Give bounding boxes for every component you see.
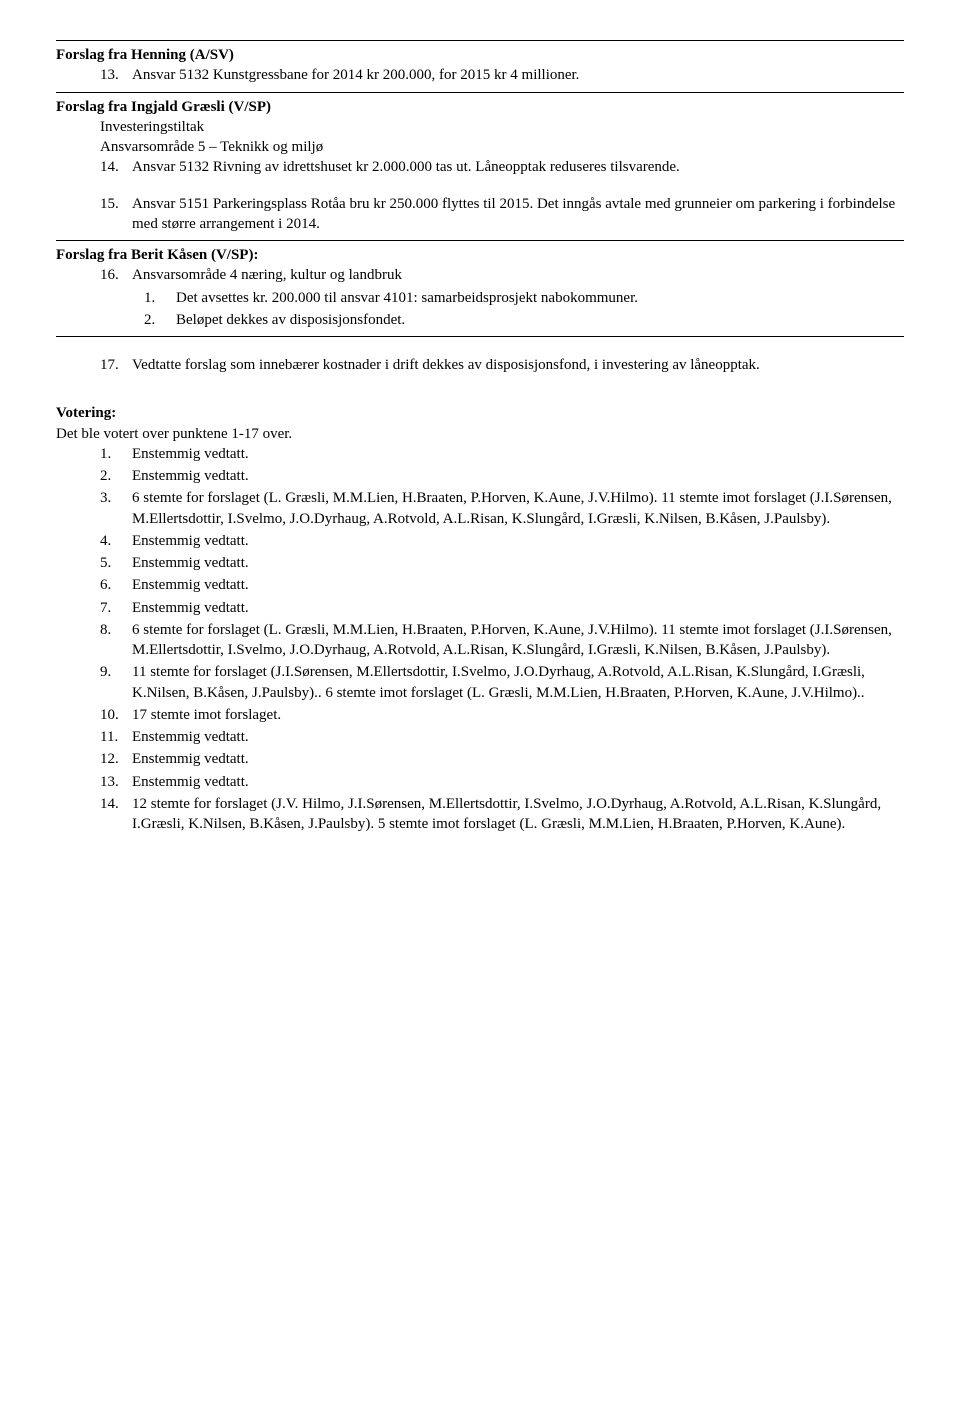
item-text: Enstemmig vedtatt. bbox=[132, 531, 904, 551]
item-marker: 3. bbox=[100, 488, 132, 529]
list-item: 4.Enstemmig vedtatt. bbox=[100, 531, 904, 551]
list-item: 6.Enstemmig vedtatt. bbox=[100, 575, 904, 595]
list-item: 13. Ansvar 5132 Kunstgressbane for 2014 … bbox=[100, 65, 904, 85]
list-item: 13.Enstemmig vedtatt. bbox=[100, 772, 904, 792]
proposal-title: Forslag fra Berit Kåsen (V/SP): bbox=[56, 245, 904, 265]
item-marker: 17. bbox=[100, 355, 132, 375]
divider bbox=[56, 336, 904, 337]
proposal-list: 14. Ansvar 5132 Rivning av idrettshuset … bbox=[100, 157, 904, 177]
item-marker: 5. bbox=[100, 553, 132, 573]
proposal-list: 17. Vedtatte forslag som innebærer kostn… bbox=[100, 355, 904, 375]
proposal-list: 13. Ansvar 5132 Kunstgressbane for 2014 … bbox=[100, 65, 904, 85]
list-item: 12.Enstemmig vedtatt. bbox=[100, 749, 904, 769]
list-item: 17. Vedtatte forslag som innebærer kostn… bbox=[100, 355, 904, 375]
list-item: 14. Ansvar 5132 Rivning av idrettshuset … bbox=[100, 157, 904, 177]
item-text: Enstemmig vedtatt. bbox=[132, 466, 904, 486]
item-text: 12 stemte for forslaget (J.V. Hilmo, J.I… bbox=[132, 794, 904, 835]
proposal-title: Forslag fra Henning (A/SV) bbox=[56, 45, 904, 65]
list-item: 5.Enstemmig vedtatt. bbox=[100, 553, 904, 573]
subheading: Ansvarsområde 5 – Teknikk og miljø bbox=[56, 137, 904, 157]
item-marker: 12. bbox=[100, 749, 132, 769]
proposal-henning: Forslag fra Henning (A/SV) 13. Ansvar 51… bbox=[56, 45, 904, 86]
item-text: Enstemmig vedtatt. bbox=[132, 553, 904, 573]
list-item: 3.6 stemte for forslaget (L. Græsli, M.M… bbox=[100, 488, 904, 529]
voting-intro: Det ble votert over punktene 1-17 over. bbox=[56, 424, 904, 444]
proposal-17: 17. Vedtatte forslag som innebærer kostn… bbox=[56, 355, 904, 375]
item-marker: 8. bbox=[100, 620, 132, 661]
item-marker: 6. bbox=[100, 575, 132, 595]
list-item: 14.12 stemte for forslaget (J.V. Hilmo, … bbox=[100, 794, 904, 835]
item-marker: 2. bbox=[100, 466, 132, 486]
proposal-graesli: Forslag fra Ingjald Græsli (V/SP) Invest… bbox=[56, 97, 904, 235]
list-item: 15. Ansvar 5151 Parkeringsplass Rotåa br… bbox=[100, 194, 904, 235]
item-marker: 13. bbox=[100, 65, 132, 85]
divider bbox=[56, 240, 904, 241]
list-item: 8.6 stemte for forslaget (L. Græsli, M.M… bbox=[100, 620, 904, 661]
list-item: 2.Enstemmig vedtatt. bbox=[100, 466, 904, 486]
item-text: Ansvar 5132 Kunstgressbane for 2014 kr 2… bbox=[132, 65, 904, 85]
item-text: Enstemmig vedtatt. bbox=[132, 772, 904, 792]
item-text: 11 stemte for forslaget (J.I.Sørensen, M… bbox=[132, 662, 904, 703]
item-marker: 2. bbox=[144, 310, 176, 330]
proposal-sublist: 1. Det avsettes kr. 200.000 til ansvar 4… bbox=[144, 288, 904, 331]
item-text: Enstemmig vedtatt. bbox=[132, 575, 904, 595]
item-text: Vedtatte forslag som innebærer kostnader… bbox=[132, 355, 904, 375]
item-marker: 1. bbox=[100, 444, 132, 464]
list-item: 1.Enstemmig vedtatt. bbox=[100, 444, 904, 464]
item-marker: 4. bbox=[100, 531, 132, 551]
list-item: 2. Beløpet dekkes av disposisjonsfondet. bbox=[144, 310, 904, 330]
item-text: Enstemmig vedtatt. bbox=[132, 727, 904, 747]
list-item: 10.17 stemte imot forslaget. bbox=[100, 705, 904, 725]
list-item: 1. Det avsettes kr. 200.000 til ansvar 4… bbox=[144, 288, 904, 308]
item-marker: 13. bbox=[100, 772, 132, 792]
item-text: Beløpet dekkes av disposisjonsfondet. bbox=[176, 310, 904, 330]
item-marker: 11. bbox=[100, 727, 132, 747]
proposal-list: 15. Ansvar 5151 Parkeringsplass Rotåa br… bbox=[100, 194, 904, 235]
list-item: 16. Ansvarsområde 4 næring, kultur og la… bbox=[100, 265, 904, 285]
item-marker: 10. bbox=[100, 705, 132, 725]
voting-section: Votering: Det ble votert over punktene 1… bbox=[56, 403, 904, 834]
item-marker: 1. bbox=[144, 288, 176, 308]
item-text: Ansvar 5151 Parkeringsplass Rotåa bru kr… bbox=[132, 194, 904, 235]
item-text: 17 stemte imot forslaget. bbox=[132, 705, 904, 725]
item-text: Ansvar 5132 Rivning av idrettshuset kr 2… bbox=[132, 157, 904, 177]
item-text: Enstemmig vedtatt. bbox=[132, 749, 904, 769]
item-marker: 7. bbox=[100, 598, 132, 618]
voting-list: 1.Enstemmig vedtatt.2.Enstemmig vedtatt.… bbox=[100, 444, 904, 835]
item-marker: 14. bbox=[100, 794, 132, 835]
item-marker: 9. bbox=[100, 662, 132, 703]
item-marker: 16. bbox=[100, 265, 132, 285]
list-item: 7.Enstemmig vedtatt. bbox=[100, 598, 904, 618]
voting-heading: Votering: bbox=[56, 403, 904, 423]
item-marker: 14. bbox=[100, 157, 132, 177]
proposal-list: 16. Ansvarsområde 4 næring, kultur og la… bbox=[100, 265, 904, 285]
item-text: Ansvarsområde 4 næring, kultur og landbr… bbox=[132, 265, 904, 285]
divider bbox=[56, 40, 904, 41]
divider bbox=[56, 92, 904, 93]
item-text: 6 stemte for forslaget (L. Græsli, M.M.L… bbox=[132, 620, 904, 661]
list-item: 9.11 stemte for forslaget (J.I.Sørensen,… bbox=[100, 662, 904, 703]
item-text: Det avsettes kr. 200.000 til ansvar 4101… bbox=[176, 288, 904, 308]
proposal-title: Forslag fra Ingjald Græsli (V/SP) bbox=[56, 97, 904, 117]
item-text: 6 stemte for forslaget (L. Græsli, M.M.L… bbox=[132, 488, 904, 529]
item-text: Enstemmig vedtatt. bbox=[132, 444, 904, 464]
list-item: 11.Enstemmig vedtatt. bbox=[100, 727, 904, 747]
subheading: Investeringstiltak bbox=[56, 117, 904, 137]
item-marker: 15. bbox=[100, 194, 132, 235]
proposal-kaasen: Forslag fra Berit Kåsen (V/SP): 16. Ansv… bbox=[56, 245, 904, 330]
item-text: Enstemmig vedtatt. bbox=[132, 598, 904, 618]
